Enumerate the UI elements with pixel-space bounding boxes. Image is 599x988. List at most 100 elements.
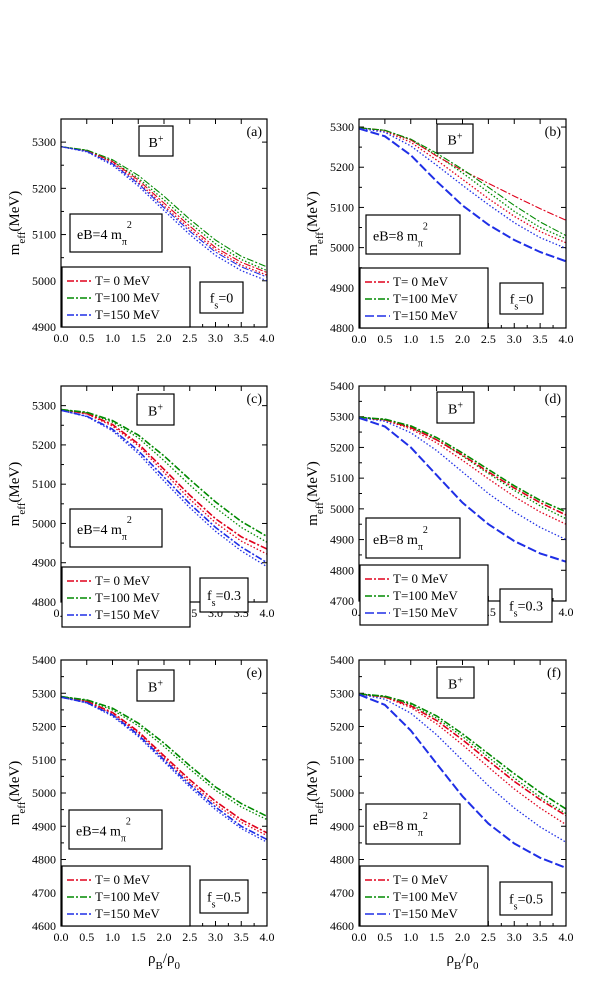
ylabel-main: m [7, 243, 23, 255]
y-tick-label: 5300 [32, 135, 56, 149]
legend-box [359, 564, 489, 626]
meson-label: B+ [149, 134, 164, 152]
legend-box [61, 266, 191, 328]
legend-entry: T=100 MeV [393, 889, 458, 904]
meson-box [436, 666, 475, 699]
eb-label: eB=8 mπ2 [373, 222, 428, 250]
y-tick-label: 5200 [330, 720, 354, 734]
y-axis-label: meff(MeV) [7, 191, 28, 256]
x-tick-label: 1.5 [131, 930, 146, 944]
eb-sub: π [418, 238, 423, 249]
eb-value: eB=4 m [77, 523, 122, 538]
series-curve [61, 696, 267, 841]
eb-sup: 2 [126, 817, 131, 828]
series-curve [359, 416, 566, 516]
fs-box [499, 881, 553, 916]
y-tick-label: 5400 [330, 379, 354, 393]
panel-label: (f) [547, 666, 561, 681]
eb-box [365, 517, 461, 559]
legend-entry: T=100 MeV [393, 291, 458, 306]
series-curve [359, 693, 566, 810]
x-tick-label: 2.5 [182, 331, 197, 345]
panel-b: 0.0 0.5 1.0 1.5 2.0 2.5 3.0 3.5 4.0 4800 4900 5000 5… [305, 118, 574, 346]
fs-box [199, 281, 244, 314]
meson-name: B [148, 681, 157, 696]
meson-box [136, 669, 175, 702]
xlabel-part: B [156, 960, 163, 972]
x-tick-label: 1.0 [105, 930, 120, 944]
fs-box [199, 577, 249, 613]
dotted-curve [359, 416, 566, 525]
x-tick-label: 4.0 [559, 332, 574, 346]
series-curve [359, 693, 566, 817]
fs-sub: s [212, 899, 216, 910]
dotted-curve [359, 127, 566, 249]
legend-entry: T=100 MeV [95, 889, 160, 904]
y-axis-label: meff(MeV) [305, 461, 326, 526]
eb-value: eB=8 m [373, 819, 418, 834]
panel-a: 0.0 0.5 1.0 1.5 2.0 2.5 3.0 3.5 4.0 4900 5000 5100 5… [7, 118, 275, 345]
fs-sub: s [514, 901, 518, 912]
eb-label: eB=4 mπ2 [77, 220, 132, 248]
fs-label: fs=0.5 [207, 891, 241, 911]
fs-prefix: f [509, 893, 514, 908]
xlabel-part: B [454, 960, 461, 972]
x-tick-label: 2.5 [481, 930, 496, 944]
x-tick-label: 2.5 [481, 332, 496, 346]
eb-box [365, 803, 461, 845]
series-curve [359, 127, 566, 263]
eb-box [365, 214, 461, 255]
legend-entry: T=100 MeV [95, 590, 160, 605]
x-tick-label: 0.0 [54, 331, 69, 345]
xlabel-part: ρ [148, 951, 156, 967]
x-tick-label: 3.5 [234, 930, 249, 944]
x-tick-label: 1.5 [429, 332, 444, 346]
fs-label: fs=0.3 [509, 600, 543, 620]
series-curve [61, 146, 267, 268]
x-tick-label: 0.0 [352, 332, 367, 346]
fs-prefix: f [509, 600, 514, 615]
meson-charge: + [457, 131, 463, 142]
legend-entry: T=150 MeV [393, 906, 458, 921]
eb-sub: π [418, 542, 423, 553]
meson-label: B+ [148, 678, 163, 696]
y-tick-label: 4800 [32, 595, 56, 609]
fs-box [199, 879, 249, 914]
y-tick-label: 4800 [330, 853, 354, 867]
y-tick-label: 5100 [330, 471, 354, 485]
legend-entry: T= 0 MeV [393, 274, 449, 289]
meson-charge: + [157, 402, 163, 413]
eb-sup: 2 [423, 811, 428, 822]
eb-sup: 2 [127, 515, 132, 526]
y-tick-label: 4900 [330, 819, 354, 833]
y-axis-label: meff(MeV) [305, 191, 326, 256]
y-tick-label: 5200 [32, 720, 56, 734]
panel-label: (e) [246, 666, 262, 681]
fs-value: =0.5 [216, 891, 241, 906]
y-tick-label: 5100 [32, 753, 56, 767]
meson-name: B [149, 136, 158, 151]
fs-label: fs=0.3 [207, 589, 241, 609]
ylabel-main: m [305, 244, 321, 256]
x-tick-label: 2.0 [157, 930, 172, 944]
eb-sub: π [122, 237, 127, 248]
y-tick-label: 5100 [330, 200, 354, 214]
ylabel-unit: (MeV) [305, 461, 321, 502]
series-curve [359, 127, 566, 237]
eb-label: eB=8 mπ2 [373, 525, 428, 553]
xlabel-part: 0 [473, 960, 479, 972]
meson-box [138, 125, 174, 157]
fs-value: =0.3 [216, 589, 241, 604]
fs-sub: s [212, 598, 216, 609]
legend-box [61, 566, 191, 628]
y-tick-label: 4600 [32, 919, 56, 933]
legend-entry: T= 0 MeV [393, 872, 449, 887]
legend-entry: T=100 MeV [95, 290, 160, 305]
x-tick-label: 0.0 [352, 930, 367, 944]
y-tick-label: 5200 [32, 181, 56, 195]
eb-sub: π [122, 532, 127, 543]
meson-box [136, 393, 175, 426]
eb-label: eB=8 mπ2 [373, 811, 428, 839]
ylabel-unit: (MeV) [7, 462, 23, 503]
x-tick-label: 3.5 [533, 332, 548, 346]
